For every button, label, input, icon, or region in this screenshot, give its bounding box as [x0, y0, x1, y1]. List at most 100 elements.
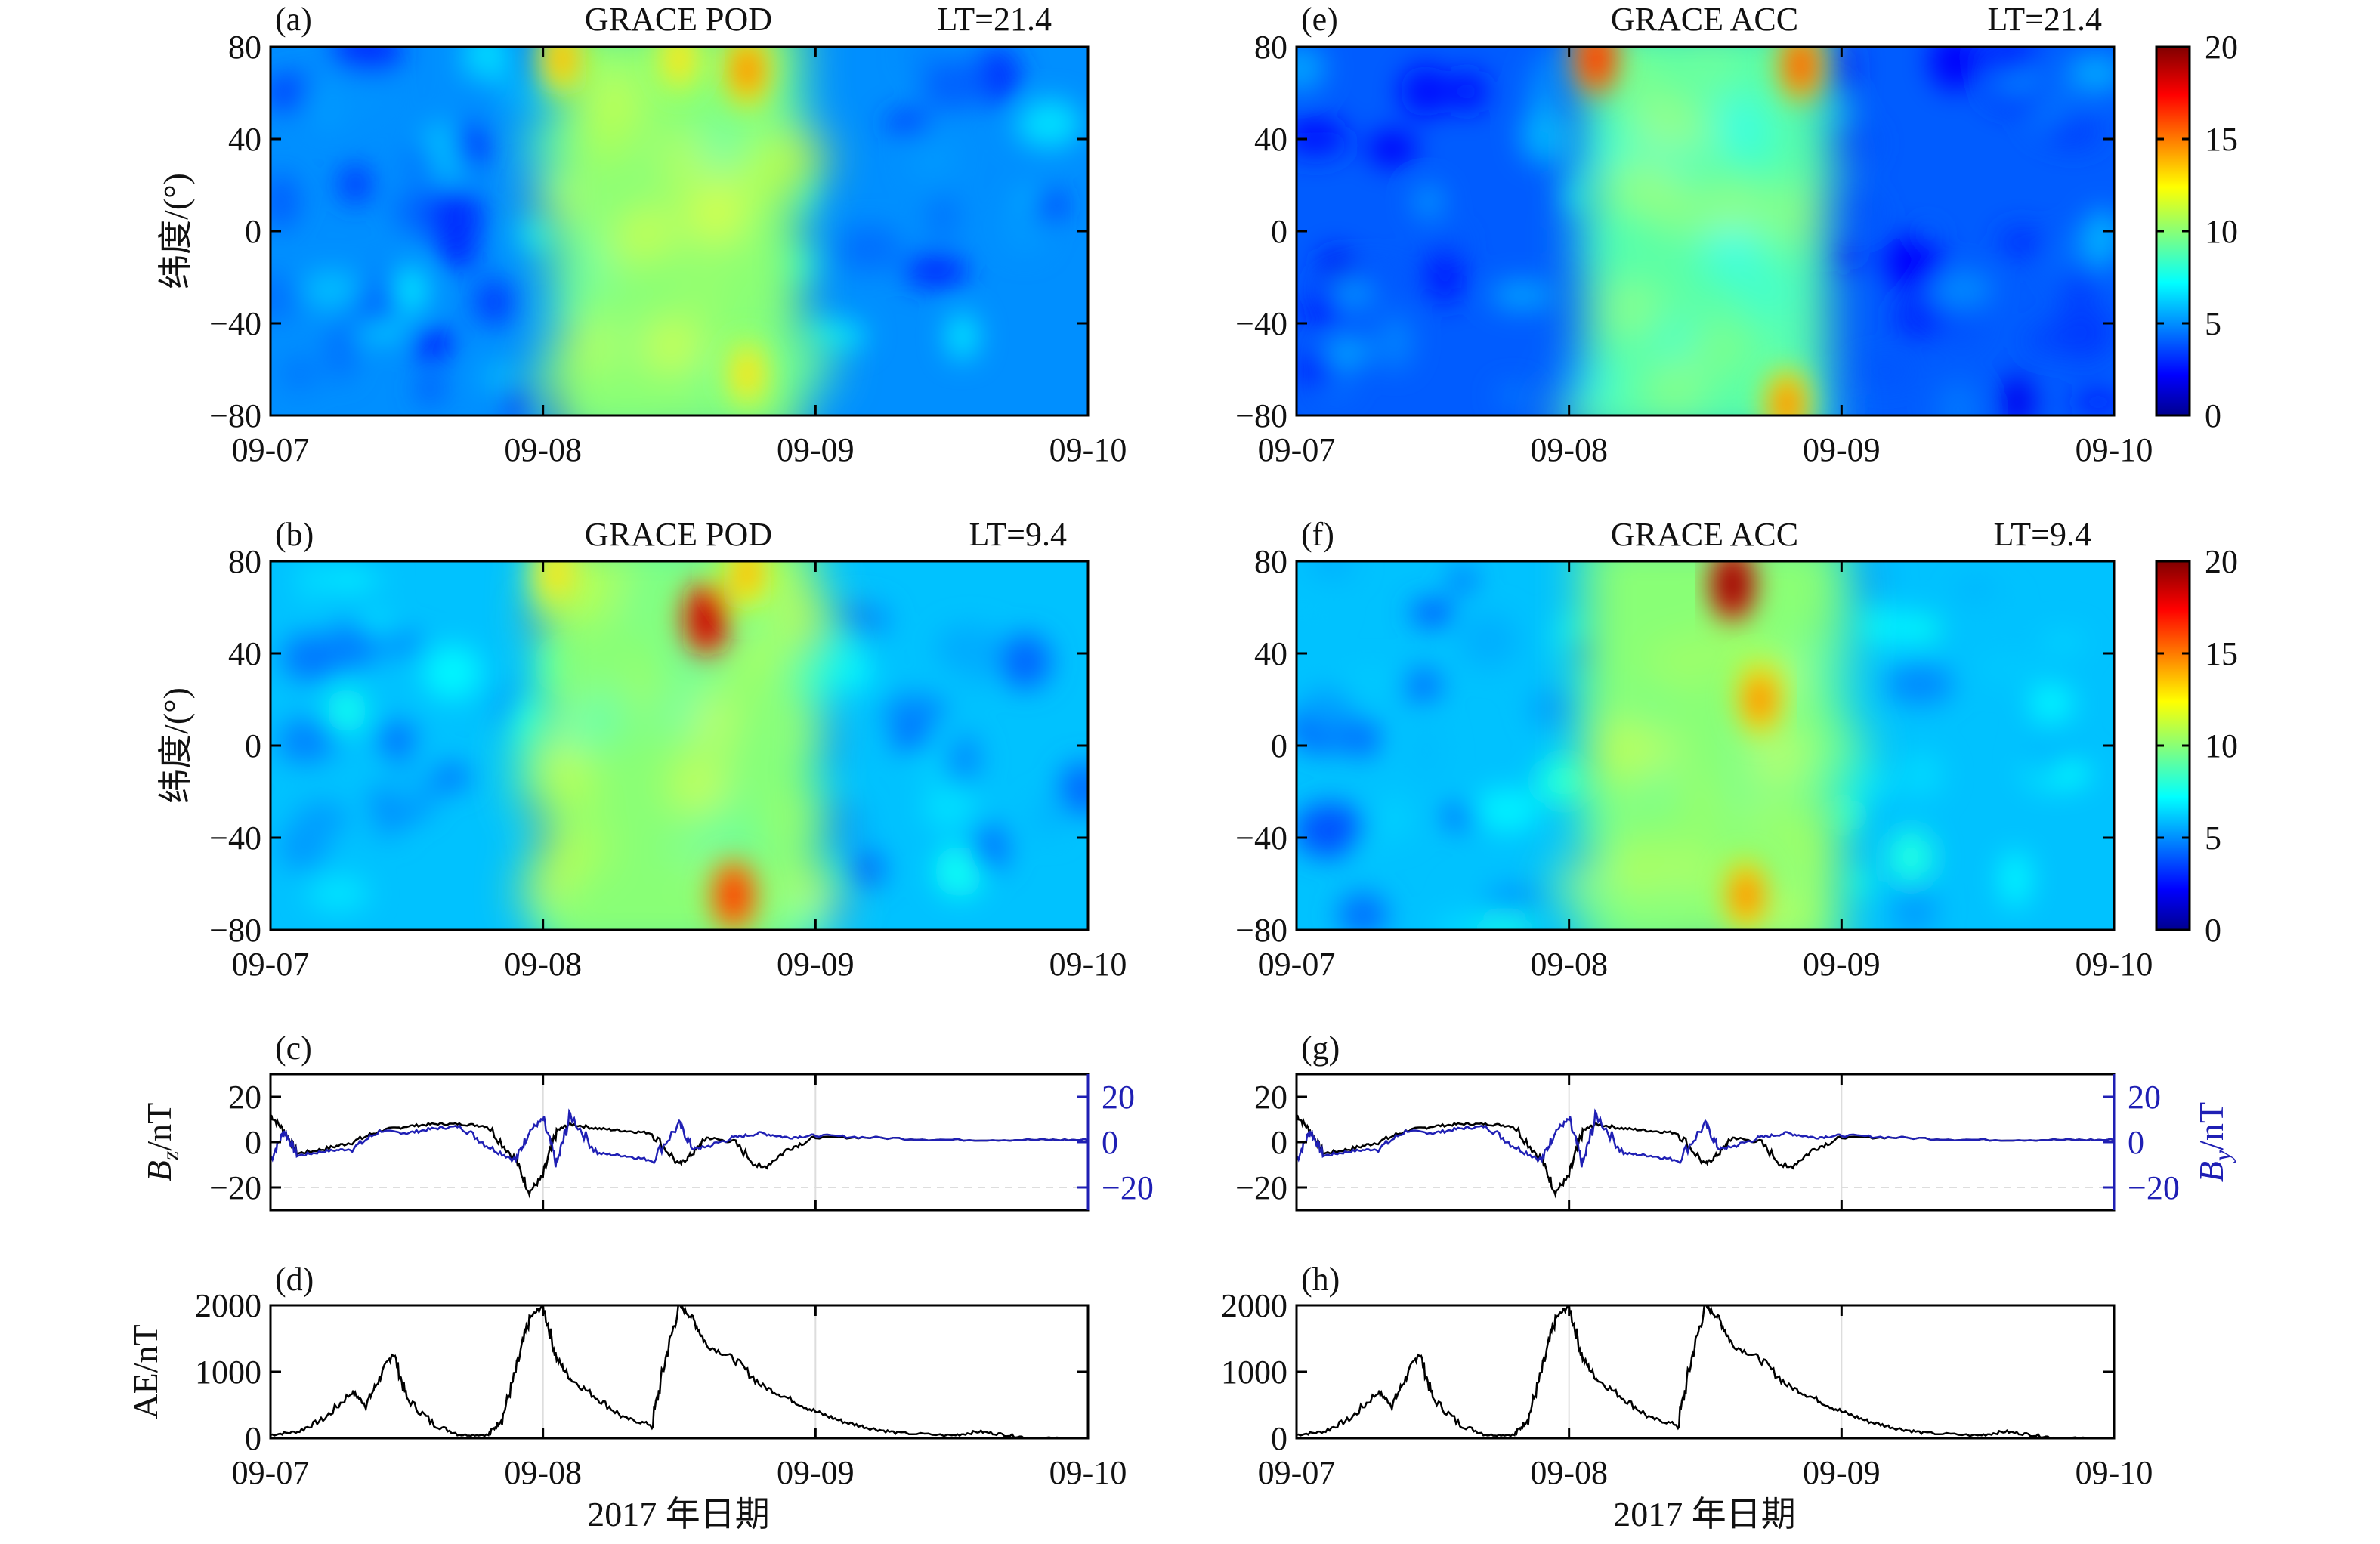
heat-cell [1957, 591, 2012, 619]
lt-label-e: LT=21.4 [1987, 1, 2102, 38]
frame-d [269, 1304, 1090, 1440]
heat-cell [1422, 245, 1467, 306]
storm-cell [1698, 52, 1723, 79]
storm-cell [553, 693, 581, 718]
heat-cell [280, 356, 317, 391]
x-tick-label: 09-10 [1049, 946, 1127, 983]
heat-cell [1473, 788, 1541, 833]
storm-cell [614, 675, 663, 710]
heat-cell [1489, 280, 1554, 310]
heat-cell [277, 823, 328, 872]
hotspot [734, 561, 762, 596]
x-tick-label: 09-07 [232, 946, 310, 983]
storm-cell [1579, 848, 1611, 885]
heat-cell [479, 360, 521, 394]
y-tick-label: 0 [245, 213, 261, 250]
ylabel-ae-d: AE/nT [126, 1324, 165, 1419]
heat-cell [1412, 184, 1445, 219]
x-tick-label: 09-10 [2076, 431, 2153, 468]
x-tick-label: 09-10 [1049, 1454, 1127, 1491]
panel-label-h: (h) [1301, 1261, 1340, 1298]
cb-tick-label: 5 [2205, 820, 2221, 857]
heat-cell [1941, 308, 1984, 346]
storm-cell [1751, 333, 1778, 360]
series-line-AE [270, 1305, 1088, 1438]
hotspot [542, 561, 570, 596]
storm-cell [543, 299, 577, 327]
storm-cell [1609, 851, 1641, 891]
storm-cell [1643, 761, 1671, 804]
imf-plot-c [270, 1074, 1088, 1210]
storm-cell [664, 141, 708, 172]
heat-cell [1975, 47, 2041, 79]
hotspot [1582, 47, 1610, 82]
storm-cell [644, 327, 697, 365]
heat-cell [1930, 47, 1979, 91]
storm-cell [1669, 854, 1710, 885]
heat-cell [1308, 561, 1355, 582]
x-tick-label: 09-09 [1803, 946, 1881, 983]
storm-cell [1637, 110, 1686, 141]
x-tick-label: 09-08 [504, 1454, 582, 1491]
y-tick-label: 2000 [195, 1287, 261, 1324]
heat-cell [2024, 732, 2064, 780]
panel-label-d: (d) [275, 1261, 314, 1298]
heat-cell [1018, 99, 1082, 148]
storm-cell [757, 650, 788, 687]
x-tick-label: 09-07 [1258, 946, 1336, 983]
storm-cell [1712, 100, 1766, 147]
heat-cell [1935, 380, 1981, 415]
bz-subscript: z [156, 1150, 184, 1161]
storm-cell [780, 85, 806, 125]
y-tick-label: −80 [209, 912, 261, 949]
hotspots [539, 47, 771, 411]
storm-cell [749, 725, 772, 754]
storm-cell [598, 227, 638, 269]
heat-cell [1999, 375, 2035, 415]
series-line-AE [1297, 1305, 2114, 1438]
y-tick-label: −80 [1235, 912, 1287, 949]
storm-cell [564, 833, 610, 861]
heat-cell [1411, 600, 1455, 626]
hotspot [720, 872, 748, 919]
cb-tick-label: 15 [2205, 121, 2238, 158]
panel-title-b: GRACE POD [585, 516, 772, 553]
y-tick-label-left: 0 [245, 1124, 261, 1161]
storm-cell [1705, 200, 1756, 230]
series-line-By [270, 1108, 1088, 1168]
storm-band [514, 561, 844, 930]
ae-plot-d [270, 1305, 1088, 1438]
heat-cell [2072, 391, 2114, 414]
storm-cell [1799, 682, 1848, 727]
panel-label-f: (f) [1301, 516, 1334, 553]
storm-cell [600, 156, 647, 193]
heat-cell [320, 569, 386, 591]
heat-cell [882, 693, 949, 731]
heat-cell [2028, 683, 2074, 724]
heat-cell [1533, 48, 1566, 104]
heat-cell [1059, 761, 1088, 816]
y-tick-label: −80 [1235, 397, 1287, 434]
storm-cell [1763, 95, 1798, 125]
heat-cell [922, 780, 977, 831]
x-tick-label: 09-10 [1049, 431, 1127, 468]
y-tick-label: 80 [1254, 543, 1287, 580]
y-tick-label-left: −20 [1235, 1169, 1287, 1206]
cb-tick-label: 15 [2205, 635, 2238, 672]
storm-cell [516, 772, 551, 814]
by-subscript: y [2208, 1150, 2236, 1163]
cb-tick-label: 20 [2205, 543, 2238, 580]
storm-cell [524, 868, 549, 916]
storm-cell [588, 80, 641, 108]
cb-tick-label: 0 [2205, 912, 2221, 949]
y-tick-label: 40 [1254, 121, 1287, 158]
heat-cell [427, 190, 484, 247]
storm-cell [671, 837, 725, 856]
x-tick-label: 09-07 [232, 431, 310, 468]
heat-cell [1377, 314, 1414, 371]
storm-cell [524, 120, 566, 168]
storm-cell [1566, 369, 1618, 396]
heat-cell [903, 255, 969, 288]
heat-cell [946, 313, 978, 360]
